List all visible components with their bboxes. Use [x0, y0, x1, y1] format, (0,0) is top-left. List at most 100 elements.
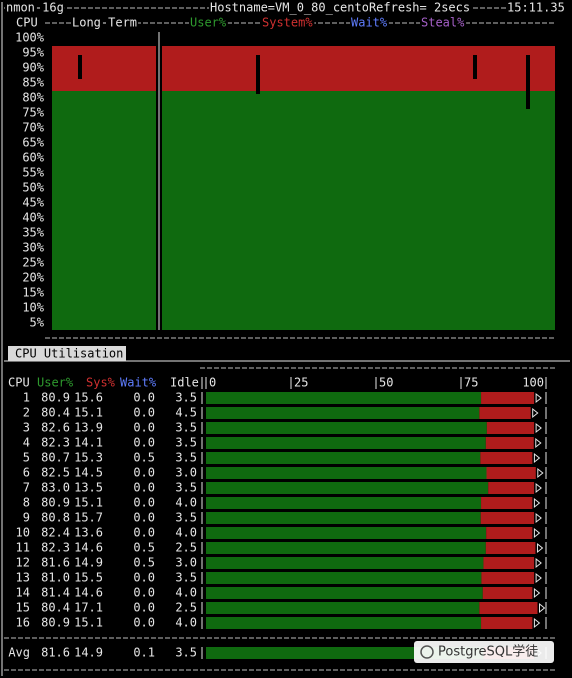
cell: 15.5 — [74, 571, 103, 585]
y-label: 50% — [22, 181, 44, 195]
gap — [526, 55, 530, 109]
cell: 15.6 — [74, 391, 103, 405]
cell: 14.9 — [74, 646, 103, 660]
y-label: 55% — [22, 166, 44, 180]
cell: 14.9 — [74, 556, 103, 570]
cell: 82.3 — [41, 436, 70, 450]
y-label: 95% — [22, 46, 44, 60]
cell: 15.1 — [74, 406, 103, 420]
y-label: 35% — [22, 226, 44, 240]
watermark-icon — [420, 645, 434, 659]
cell: 4.0 — [175, 526, 197, 540]
sys-bar — [479, 407, 531, 419]
user-bar — [206, 527, 487, 539]
cell: 0.0 — [133, 616, 155, 630]
sys-bar — [480, 512, 535, 524]
scale-label: 25 — [294, 376, 308, 390]
sys-bar — [481, 392, 535, 404]
legend-item: System% — [262, 16, 313, 30]
user-bar — [206, 482, 489, 494]
cell: Avg — [8, 646, 30, 660]
user-bar — [206, 407, 480, 419]
column-header: Wait% — [120, 376, 157, 390]
cell: 3.5 — [175, 511, 197, 525]
cell: 10 — [16, 526, 30, 540]
user-bar — [206, 422, 487, 434]
hostname-bg — [209, 0, 370, 15]
y-label: 85% — [22, 76, 44, 90]
y-label: 20% — [22, 271, 44, 285]
cell: 3.5 — [175, 571, 197, 585]
cell: 0.5 — [133, 556, 155, 570]
cell: 1 — [23, 391, 30, 405]
cell: 0.0 — [133, 601, 155, 615]
cell: 0.0 — [133, 526, 155, 540]
cell: 80.4 — [41, 406, 70, 420]
cell: 0.5 — [133, 451, 155, 465]
sys-bar — [481, 572, 535, 584]
sys-bar — [481, 497, 533, 509]
user-bar — [206, 512, 481, 524]
user-bar — [206, 542, 486, 554]
legend-item: Wait% — [351, 16, 388, 30]
cell: 81.0 — [41, 571, 70, 585]
cell: 14 — [16, 586, 30, 600]
cell: 14.6 — [74, 586, 103, 600]
system-area — [52, 46, 555, 91]
refresh-bg — [367, 0, 472, 15]
user-area — [52, 91, 555, 330]
cell: 82.4 — [41, 526, 70, 540]
cell: 81.6 — [41, 556, 70, 570]
cell: 3 — [23, 421, 30, 435]
panel-tab — [8, 346, 126, 361]
cell: 0.0 — [133, 421, 155, 435]
scale-label: 100 — [522, 376, 544, 390]
cell: 82.6 — [41, 421, 70, 435]
bar-end — [532, 407, 539, 419]
program-name-bg — [5, 0, 65, 15]
y-label: 5% — [30, 316, 45, 330]
cell: 0.0 — [133, 406, 155, 420]
cell: 15 — [16, 601, 30, 615]
cell: 4.0 — [175, 616, 197, 630]
y-label: 30% — [22, 241, 44, 255]
cell: 3.5 — [175, 421, 197, 435]
cpu-label-bg — [15, 15, 39, 30]
cell: 81.4 — [41, 586, 70, 600]
cell: 14.1 — [74, 436, 103, 450]
cell: 4 — [23, 436, 30, 450]
sys-bar — [483, 557, 535, 569]
cell: 14.5 — [74, 466, 103, 480]
y-label: 80% — [22, 91, 44, 105]
cell: 13.9 — [74, 421, 103, 435]
cell: 0.0 — [133, 511, 155, 525]
cell: 3.5 — [175, 391, 197, 405]
cell: 15.1 — [74, 616, 103, 630]
sys-bar — [482, 587, 533, 599]
user-bar — [206, 587, 483, 599]
y-label: 75% — [22, 106, 44, 120]
cell: 4.0 — [175, 586, 197, 600]
y-label: 60% — [22, 151, 44, 165]
sys-bar — [486, 467, 536, 479]
bar-end — [533, 617, 541, 629]
cell: 82.5 — [41, 466, 70, 480]
y-label: 15% — [22, 286, 44, 300]
y-label: 65% — [22, 136, 44, 150]
bar-end — [539, 602, 546, 614]
cell: 81.6 — [41, 646, 70, 660]
cell: 2.5 — [175, 601, 197, 615]
long-term-title-bg — [71, 15, 139, 30]
scale-label: 0 — [209, 376, 216, 390]
user-bar — [206, 497, 482, 509]
user-bar — [206, 617, 482, 629]
bar-end — [535, 557, 542, 569]
cell: 15.3 — [74, 451, 103, 465]
cell: 0.0 — [133, 466, 155, 480]
y-label: 40% — [22, 211, 44, 225]
cell: 11 — [16, 541, 30, 555]
cell: 16 — [16, 616, 30, 630]
legend-item: Steal% — [421, 16, 465, 30]
cell: 2.5 — [175, 541, 197, 555]
y-label: 90% — [22, 61, 44, 75]
